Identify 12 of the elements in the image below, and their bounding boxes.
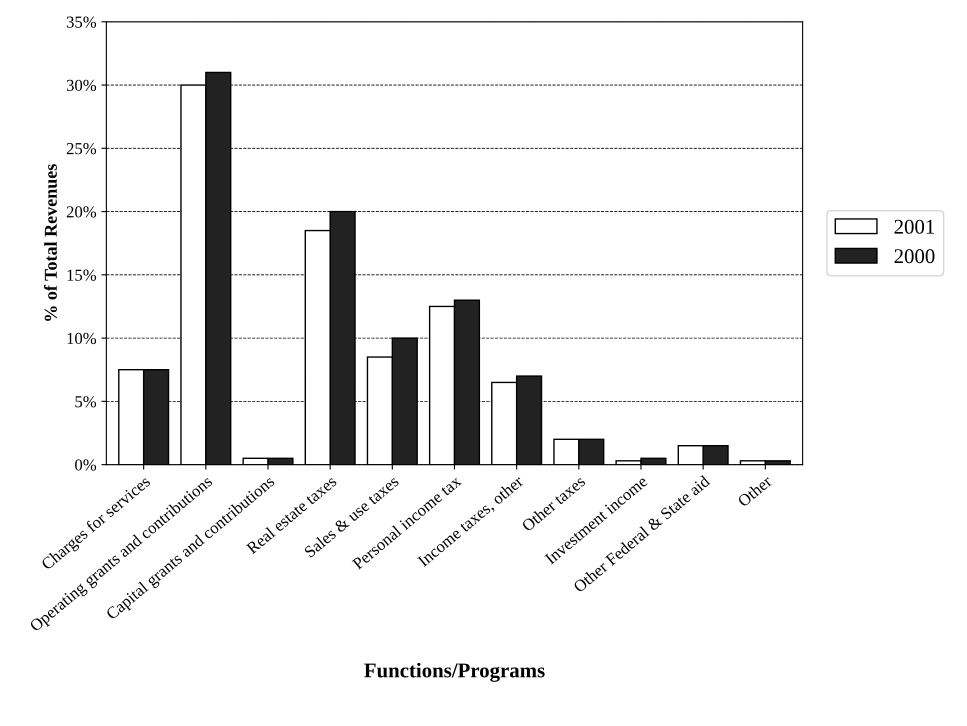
y-tick-label: 25% — [66, 143, 96, 154]
y-axis-title: % of Total Revenues — [44, 164, 57, 321]
legend-label: 2000 — [894, 249, 934, 264]
legend-label: 2001 — [894, 220, 934, 234]
y-tick-label: 15% — [68, 270, 96, 281]
y-tick-label: 0% — [75, 459, 96, 471]
x-axis-title: Functions/Programs — [364, 662, 545, 682]
y-tick-label: 20% — [66, 206, 96, 218]
y-tick-label: 30% — [66, 80, 96, 92]
y-tick-label: 10% — [68, 332, 96, 344]
y-tick-label: 35% — [66, 16, 96, 28]
y-tick-label: 5% — [75, 396, 96, 408]
